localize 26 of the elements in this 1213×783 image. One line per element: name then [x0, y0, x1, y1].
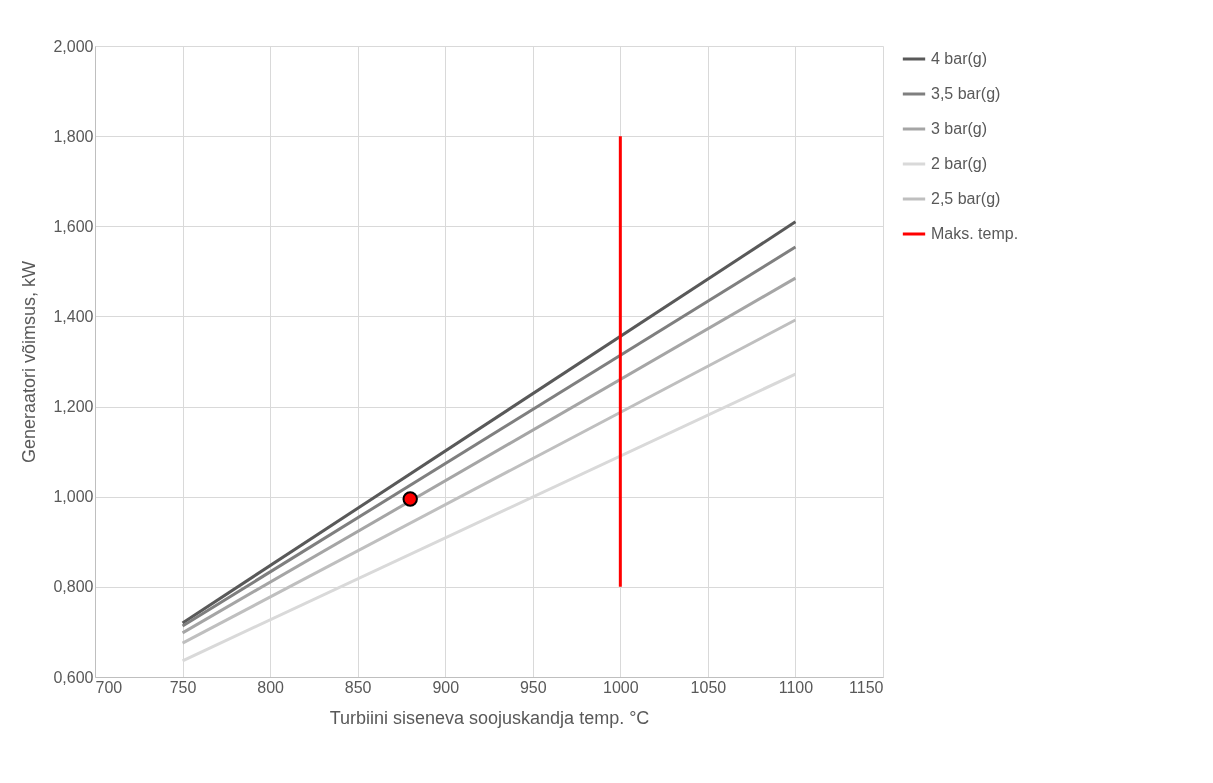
y-axis-title: Generaatori võimsus, kW: [19, 260, 40, 464]
y-tick-label: 0,600: [53, 668, 94, 686]
x-tick-label: 1000: [603, 678, 639, 696]
legend-label: 2,5 bar(g): [931, 190, 1001, 207]
legend-label: 4 bar(g): [931, 50, 988, 67]
x-tick-label: 700: [95, 678, 123, 696]
x-tick-label: 1050: [690, 678, 727, 696]
x-tick-label: 1100: [778, 678, 814, 696]
legend-label: 3,5 bar(g): [931, 85, 1001, 102]
y-tick-label: 1,200: [53, 398, 94, 416]
x-tick-label: 850: [344, 678, 372, 696]
y-tick-label: 1,400: [53, 307, 94, 325]
legend-label: 3 bar(g): [931, 120, 988, 137]
x-axis-title: Turbiini siseneva soojuskandja temp. °C: [329, 707, 650, 728]
x-tick-label: 950: [519, 678, 547, 696]
x-tick-label: 750: [169, 678, 197, 696]
y-tick-label: 0,800: [53, 578, 94, 596]
x-tick-label: 900: [432, 678, 460, 696]
y-tick-label: 2,000: [53, 37, 94, 55]
legend-label: 2 bar(g): [931, 155, 988, 172]
y-tick-label: 1,000: [53, 488, 94, 506]
legend-label: Maks. temp.: [931, 225, 1019, 242]
x-tick-label: 1150: [849, 678, 884, 696]
y-tick-label: 1,600: [53, 217, 94, 235]
x-tick-label: 800: [257, 678, 285, 696]
y-tick-label: 1,800: [53, 127, 94, 145]
